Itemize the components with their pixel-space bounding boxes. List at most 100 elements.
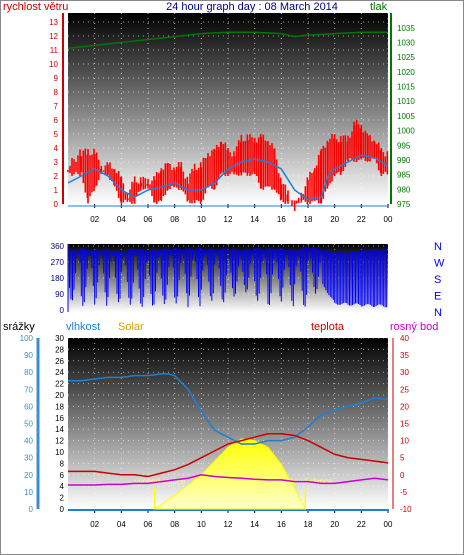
humidity-axis-tick: 4 (60, 482, 65, 491)
temperature-axis-label: teplota (311, 321, 345, 333)
pressure-axis-tick: 1035 (397, 24, 415, 33)
temperature-axis-tick: 30 (400, 368, 409, 377)
rain-axis-tick: 10 (24, 488, 33, 497)
humidity-axis-tick: 0 (60, 505, 65, 514)
wind-axis-tick: 2 (54, 172, 59, 181)
temperature-axis-tick: 35 (400, 351, 409, 360)
humidity-axis-tick: 12 (55, 437, 64, 446)
humidity-axis-tick: 14 (55, 425, 64, 434)
temperature-axis-tick: 15 (400, 420, 409, 429)
humidity-axis-tick: 26 (55, 357, 64, 366)
temperature-axis-tick: -5 (400, 488, 408, 497)
humidity-axis-tick: 20 (55, 391, 64, 400)
x-axis-tick: 10 (197, 520, 206, 529)
x-axis-tick: 10 (197, 215, 206, 224)
rain-axis-tick: 80 (24, 368, 33, 377)
humidity-axis-tick: 30 (55, 334, 64, 343)
rain-axis-tick: 60 (24, 402, 33, 411)
humidity-axis-tick: 28 (55, 345, 64, 354)
x-axis-tick: 20 (330, 215, 339, 224)
solar-legend-label: Solar (118, 321, 144, 333)
temperature-axis-tick: 10 (400, 437, 409, 446)
wind-axis-tick: 0 (54, 200, 59, 209)
temperature-axis-tick: 5 (400, 454, 405, 463)
rain-axis-tick: 30 (24, 454, 33, 463)
pressure-line (67, 31, 388, 50)
pressure-axis-tick: 1005 (397, 112, 415, 121)
x-axis-tick: 14 (250, 215, 259, 224)
x-axis-tick: 14 (250, 520, 259, 529)
x-axis-tick: 22 (357, 520, 366, 529)
humidity-axis-label: vlhkost (66, 321, 100, 333)
x-axis-tick: 08 (170, 520, 179, 529)
pressure-axis-tick: 1010 (397, 97, 415, 106)
x-axis-tick: 02 (90, 520, 99, 529)
direction-axis-tick: 90 (55, 290, 64, 299)
pressure-axis-tick: 980 (397, 185, 411, 194)
temperature-axis-tick: -10 (400, 505, 412, 514)
x-axis-tick: 22 (357, 215, 366, 224)
wind-axis-tick: 7 (54, 102, 59, 111)
pressure-axis-tick: 985 (397, 171, 411, 180)
humidity-axis-tick: 24 (55, 368, 64, 377)
humidity-axis-tick: 2 (60, 494, 65, 503)
humidity-axis-tick: 8 (60, 459, 65, 468)
x-axis-tick: 20 (330, 520, 339, 529)
x-axis-tick: 12 (224, 215, 233, 224)
rain-axis-label: srážky (3, 321, 35, 333)
wind-average-line (67, 154, 389, 201)
humidity-axis-tick: 16 (55, 414, 64, 423)
wind-axis-tick: 1 (54, 186, 59, 195)
x-axis-tick: 02 (90, 215, 99, 224)
wind-axis-tick: 8 (54, 88, 59, 97)
pressure-axis-tick: 975 (397, 200, 411, 209)
x-axis-tick: 18 (304, 215, 313, 224)
dewpoint-legend-label: rosný bod (390, 321, 438, 333)
x-axis-tick: 18 (304, 520, 313, 529)
rain-axis-tick: 100 (20, 334, 34, 343)
wind-axis-tick: 3 (54, 158, 59, 167)
pressure-axis-tick: 995 (397, 141, 411, 150)
compass-label: N (434, 241, 442, 253)
wind-axis-tick: 4 (54, 144, 59, 153)
x-axis-tick: 04 (117, 520, 126, 529)
x-axis-tick: 12 (224, 520, 233, 529)
pressure-label: tlak (370, 1, 388, 13)
x-axis-tick: 08 (170, 215, 179, 224)
humidity-line (68, 373, 389, 445)
pressure-axis-tick: 1030 (397, 38, 415, 47)
compass-label: S (434, 274, 441, 286)
dewpoint-line (68, 474, 389, 486)
compass-label: N (434, 307, 442, 319)
pressure-axis-tick: 1020 (397, 68, 415, 77)
x-axis-tick: 04 (117, 215, 126, 224)
rain-axis-tick: 40 (24, 437, 33, 446)
rain-axis-tick: 0 (29, 505, 34, 514)
x-axis-tick: 16 (277, 520, 286, 529)
direction-axis-tick: 180 (51, 274, 65, 283)
wind-speed-label: rychlost větru (3, 1, 68, 13)
temperature-axis-tick: 20 (400, 402, 409, 411)
x-axis-tick: 00 (384, 520, 393, 529)
pressure-axis-tick: 1015 (397, 83, 415, 92)
humidity-axis-tick: 18 (55, 402, 64, 411)
rain-axis-tick: 50 (24, 420, 33, 429)
x-axis-tick: 06 (144, 215, 153, 224)
temperature-axis-tick: 40 (400, 334, 409, 343)
pressure-axis-tick: 1025 (397, 53, 415, 62)
x-axis-tick: 06 (144, 520, 153, 529)
rain-axis-tick: 90 (24, 351, 33, 360)
wind-axis-tick: 9 (54, 74, 59, 83)
humidity-axis-tick: 6 (60, 471, 65, 480)
direction-axis-tick: 0 (60, 306, 65, 315)
x-axis-tick: 00 (384, 215, 393, 224)
direction-axis-tick: 270 (51, 258, 65, 267)
wind-axis-tick: 5 (54, 130, 59, 139)
compass-label: E (434, 291, 441, 303)
solar-area (153, 438, 307, 510)
pressure-axis-tick: 990 (397, 156, 411, 165)
humidity-axis-tick: 22 (55, 380, 64, 389)
